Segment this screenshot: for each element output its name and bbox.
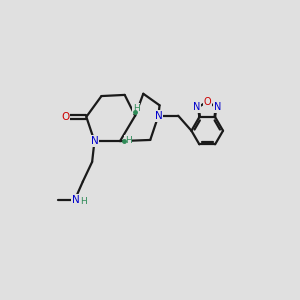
Text: N: N (154, 111, 162, 121)
Text: H: H (125, 136, 132, 145)
Text: H: H (80, 197, 86, 206)
Text: H: H (133, 104, 140, 113)
Text: N: N (72, 195, 80, 205)
Text: N: N (214, 102, 221, 112)
Text: O: O (203, 97, 211, 106)
Text: N: N (193, 102, 201, 112)
Text: N: N (91, 136, 98, 146)
Text: O: O (61, 112, 70, 122)
